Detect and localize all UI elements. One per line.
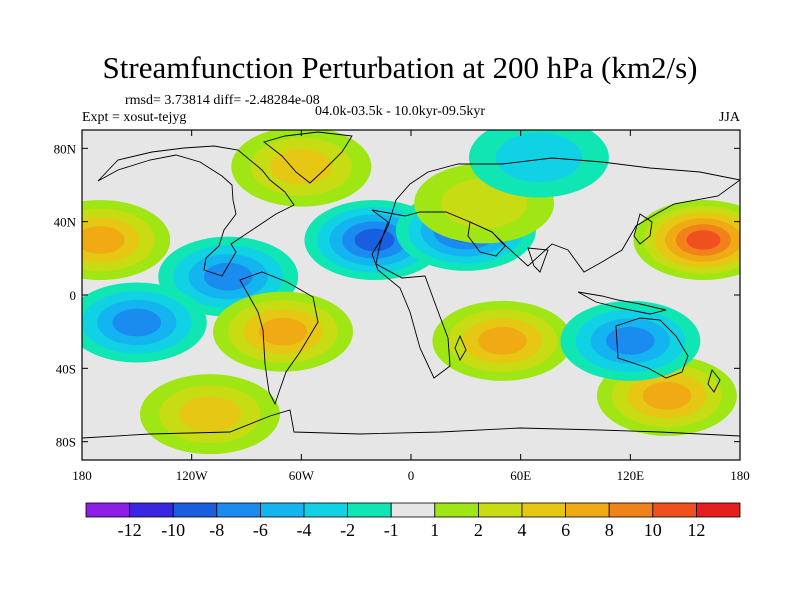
field-feature-4 [231,130,372,207]
colorbar-swatch [216,502,261,518]
colorbar-swatch [303,502,348,518]
colorbar-label: 12 [687,520,705,540]
field-feature-13 [468,130,609,198]
field-feature-5 [82,200,171,280]
contour-level-10 [686,230,721,250]
experiment-label: Expt = xosut-tejyg [82,110,187,125]
colorbar-swatch [172,502,218,518]
colorbar-swatch [521,502,566,518]
lat-tick-label: 0 [70,288,77,303]
field-feature-11 [139,374,280,455]
colorbar-swatch [565,502,610,518]
colorbar-swatch [477,502,523,518]
colorbar-label: -8 [209,520,224,540]
field-feature-0 [158,236,299,317]
colorbar-label: 6 [561,520,570,540]
axis-ticks: 80N 40N 0 40S 80S 180 120W 60W 0 60E 120E 180 [54,130,750,483]
lon-tick-label: 120W [176,468,209,483]
lon-tick-label: 60E [510,468,531,483]
lat-tick-label: 80N [54,141,77,156]
field-feature-7 [432,300,573,381]
colorbar-swatch [390,502,436,518]
colorbar-swatch [259,502,305,518]
lon-tick-label: 60W [289,468,315,483]
colorbar-label: -10 [161,520,185,540]
contour-level--6 [112,308,162,337]
field-feature-3 [82,282,207,363]
lon-tick-label: 180 [72,468,92,483]
colorbar-swatch [347,502,392,518]
contour-level--6 [606,326,655,355]
rmsd-label: rmsd= 3.73814 diff= -2.48284e-08 [125,93,320,108]
contour-level-4 [270,148,333,185]
colorbar-swatch [652,502,697,518]
colorbar-label: 2 [474,520,483,540]
colorbar-swatch [608,502,654,518]
field-feature-6 [633,200,740,280]
colorbar-swatch [696,502,741,518]
lat-tick-label: 80S [56,435,76,450]
colorbar: -12 -10 -8 -6 -4 -2 -1 1 2 4 6 8 10 12 [85,502,741,540]
lon-tick-label: 0 [408,468,415,483]
contour-level--8 [354,228,395,252]
colorbar-label: -2 [340,520,355,540]
coastline-eurasia-africa [371,157,740,379]
contour-level--2 [495,132,583,183]
colorbar-label: -6 [253,520,268,540]
lat-tick-label: 40S [56,361,76,376]
contour-level-6 [478,326,527,355]
coastline-australia [615,317,689,379]
coastline-new-zealand [707,369,721,393]
contour-level-6 [258,317,308,346]
contour-level-4 [178,396,242,432]
lon-tick-label: 180 [730,468,750,483]
field-feature-10 [560,300,701,381]
colorbar-swatch [85,502,130,518]
lat-tick-label: 40N [54,215,77,230]
colorbar-swatch [129,502,174,518]
colorbar-label: -12 [118,520,142,540]
field-feature-8 [213,291,354,372]
colorbar-label: 8 [605,520,614,540]
colorbar-label: 10 [644,520,662,540]
lon-tick-label: 120E [617,468,645,483]
coastline-south-america [239,271,319,406]
coastline-japan [633,213,653,245]
colorbar-label: 1 [430,520,439,540]
coastline-layer [82,131,740,460]
coastline-north-america [97,145,295,277]
colorbar-label: 4 [518,520,527,540]
coastline-arabia [467,221,506,257]
chart-title: Streamfunction Perturbation at 200 hPa (… [102,50,698,85]
contour-level-6 [642,381,692,410]
season-label: JJA [718,110,740,125]
coastline-madagascar [454,334,467,361]
contour-level--6 [203,262,253,291]
coastline-antarctica [82,409,740,460]
period-label: 04.0k-03.5k - 10.0kyr-09.5kyr [314,104,486,119]
coastline-india [527,247,549,273]
colorbar-swatch [434,502,479,518]
colorbar-label: -1 [384,520,399,540]
contour-level-6 [82,226,125,254]
colorbar-label: -4 [297,520,312,540]
coastline-indonesia [577,291,667,315]
field-layer [82,130,740,455]
